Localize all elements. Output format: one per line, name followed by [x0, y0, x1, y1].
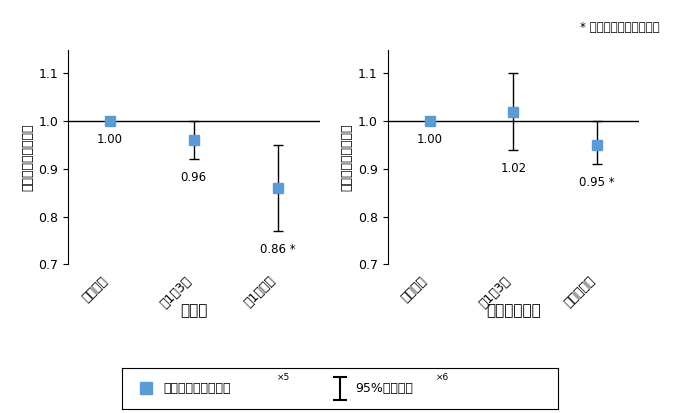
- Text: 殺虫剤: 殺虫剤: [180, 304, 207, 318]
- Text: 1.00: 1.00: [97, 133, 123, 146]
- Text: 不使用群に対する比: 不使用群に対する比: [164, 382, 231, 395]
- Text: ×6: ×6: [436, 373, 449, 382]
- Text: 0.95 *: 0.95 *: [579, 176, 615, 189]
- Text: 95%信頼区間: 95%信頼区間: [355, 382, 413, 395]
- Text: 0.96: 0.96: [181, 171, 207, 184]
- Text: ×5: ×5: [277, 373, 290, 382]
- Text: 1.02: 1.02: [500, 162, 526, 175]
- Y-axis label: 不使用群に対する比: 不使用群に対する比: [341, 123, 354, 191]
- Text: 1.00: 1.00: [417, 133, 443, 146]
- Text: 0.86 *: 0.86 *: [260, 243, 296, 256]
- Text: 医療用消毒剤: 医療用消毒剤: [486, 304, 541, 318]
- Text: * 統計学的に有意な結果: * 統計学的に有意な結果: [580, 21, 660, 33]
- Y-axis label: 不使用群に対する比: 不使用群に対する比: [21, 123, 34, 191]
